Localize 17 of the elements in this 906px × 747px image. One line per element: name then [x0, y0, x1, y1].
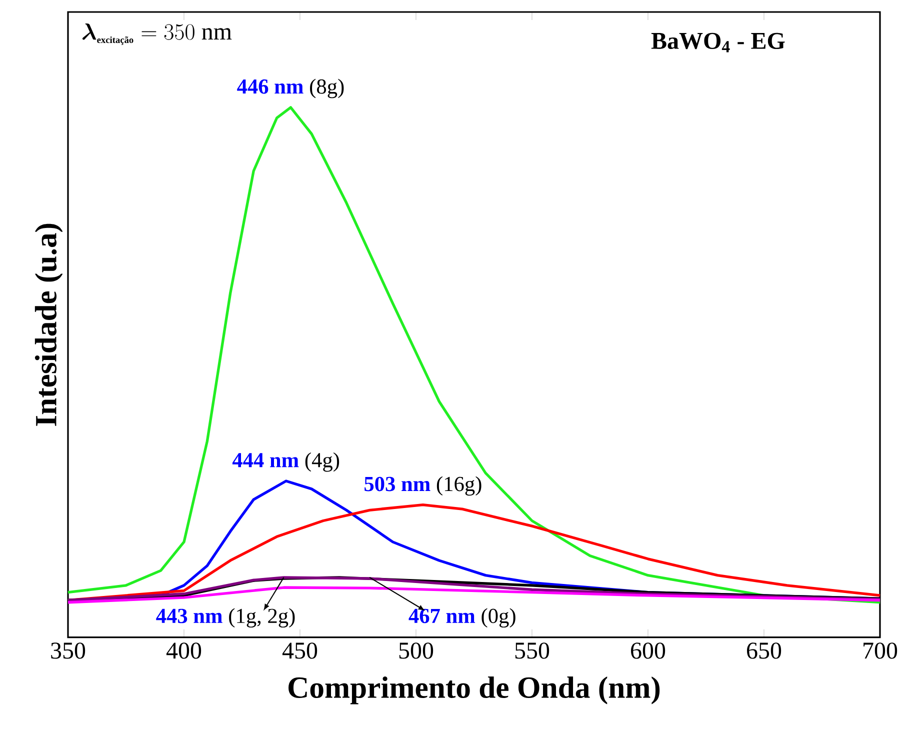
annotation: 444 nm (4g)	[232, 452, 340, 472]
x-tick-label: 700	[864, 642, 898, 659]
x-tick-label: 400	[166, 642, 202, 659]
x-tick-label: 600	[631, 642, 666, 659]
x-tick-label: 650	[747, 642, 782, 659]
y-axis-title: Intesidade (u.a)	[34, 224, 63, 426]
annotation: 446 nm (8g)	[237, 78, 344, 98]
annotation: 467 nm (0g)	[408, 608, 516, 628]
x-tick-label: 350	[51, 642, 86, 659]
chart-title: BaWO$_{4}$ - EG	[651, 32, 785, 52]
x-tick-label: 500	[399, 642, 434, 659]
x-axis-title: Comprimento de Onda (nm)	[288, 676, 660, 704]
annotation: 443 nm (1g, 2g)	[156, 608, 295, 628]
annotation: 503 nm (16g)	[364, 476, 482, 496]
x-tick-label: 550	[515, 642, 550, 659]
text: $\boldsymbol{\lambda}_{\mbox{\scriptsize\bfseries excitação}} = 350\mbox{ nm}$	[82, 23, 232, 45]
x-tick-label: 450	[282, 642, 318, 659]
